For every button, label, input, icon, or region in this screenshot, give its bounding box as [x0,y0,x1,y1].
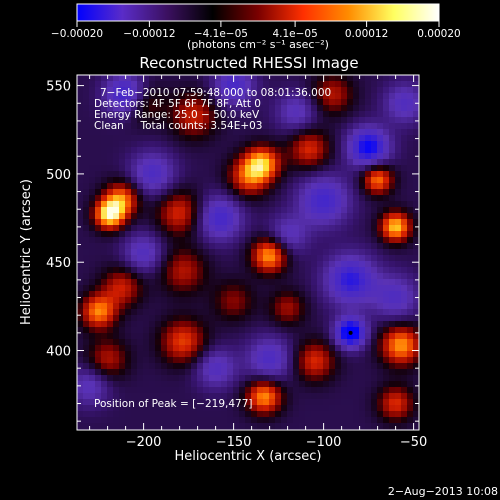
heatmap-image [77,75,419,430]
colorbar-tick-label: −0.00012 [123,28,175,40]
colorbar-tick-label: −4.1e−05 [194,28,248,40]
x-tick-label: −150 [216,435,252,450]
peak-marker [348,330,353,335]
x-axis-label: Heliocentric X (arcsec) [175,449,322,464]
chart-title: Reconstructed RHESSI Image [139,54,358,72]
colorbar-unit-label: (photons cm⁻² s⁻¹ asec⁻²) [187,38,329,51]
colorbar-tick-label: 0.00020 [417,28,460,40]
plot-frame [76,74,420,431]
annotation-energy-range: Energy Range: 25.0 − 50.0 keV [94,109,260,121]
y-tick-label: 500 [46,168,71,183]
x-tick-label: −200 [126,435,162,450]
x-tick-label: −50 [400,435,427,450]
annotation-detectors: Detectors: 4F 5F 6F 7F 8F, Att 0 [94,98,261,110]
annotation-clean-counts: Clean Total counts: 3.54E+03 [94,120,263,132]
y-tick-label: 450 [46,256,71,271]
y-axis-label: Heliocentric Y (arcsec) [19,179,34,325]
colorbar-tick-label: 0.00012 [345,28,388,40]
colorbar [76,3,440,22]
y-tick-label: 400 [46,345,71,360]
colorbar-tick-label: −0.00020 [51,28,103,40]
annotation-time-range: 7−Feb−2010 07:59:48.000 to 08:01:36.000 [100,87,331,99]
footer-date: 2−Aug−2013 10:08 [387,485,498,498]
x-axis-ticks: −200 −150 −100 −50 [89,75,427,450]
annotation-peak-position: Position of Peak = [−219,477] [94,398,253,410]
x-tick-label: −100 [306,435,342,450]
colorbar-tick-label: 4.1e−05 [272,28,317,40]
y-tick-label: 550 [46,80,71,95]
y-axis-ticks: 400 450 500 550 [46,80,419,422]
colorbar-ticks: −0.00020 −0.00012 −4.1e−05 4.1e−05 0.00012 0.… [51,21,461,40]
